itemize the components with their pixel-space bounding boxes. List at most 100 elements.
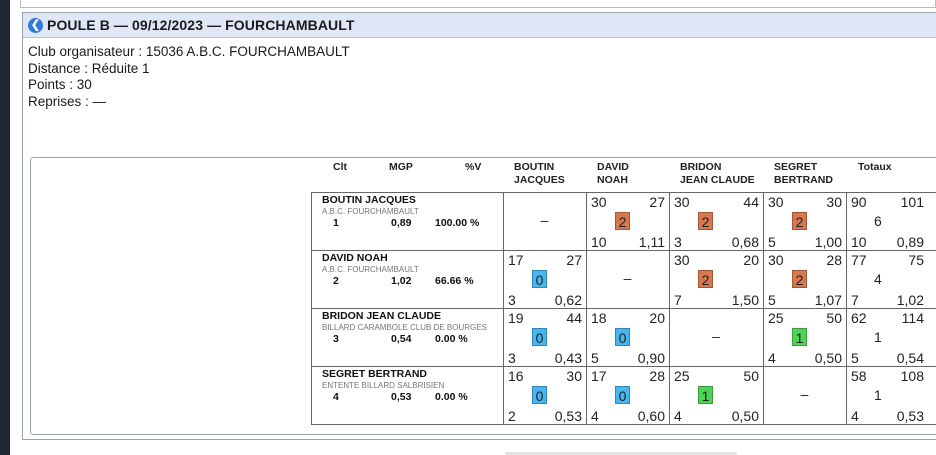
match-points: 30 — [768, 194, 784, 210]
match-points: 25 — [674, 368, 690, 384]
row-divider — [311, 250, 936, 251]
total-match-points: 1 — [874, 387, 882, 403]
match-caramboles: 27 — [649, 194, 665, 210]
match-reprises: 7 — [674, 292, 682, 308]
player-rank: 3 — [333, 333, 339, 345]
match-points: 16 — [508, 368, 524, 384]
panel-title: POULE B — 09/12/2023 — FOURCHAMBAULT — [47, 17, 355, 33]
match-moyenne: 1,50 — [731, 292, 759, 308]
col-header-opponent-4: SEGRET BERTRAND — [774, 161, 833, 186]
column-divider — [846, 192, 847, 425]
horizontal-scrollbar[interactable] — [505, 452, 737, 455]
match-moyenne: 1,00 — [814, 234, 842, 250]
match-reprises: 5 — [591, 350, 599, 366]
col-header-opponent-1: BOUTIN JACQUES — [514, 161, 565, 186]
player-row-label: DAVID NOAH A.B.C. FOURCHAMBAULT 2 1,02 66.66… — [311, 252, 503, 310]
match-reprises: 4 — [591, 408, 599, 424]
col-header-opponent-3: BRIDON JEAN CLAUDE — [680, 161, 755, 186]
total-moyenne: 0,89 — [896, 234, 924, 250]
match-moyenne: 0,60 — [637, 408, 665, 424]
match-reprises: 2 — [508, 408, 516, 424]
match-points: 30 — [768, 252, 784, 268]
match-score-badge: 1 — [792, 328, 807, 346]
match-points: 19 — [508, 310, 524, 326]
player-club: ENTENTE BILLARD SALBRISIEN — [322, 381, 445, 390]
total-reprises: 7 — [851, 292, 859, 308]
total-caramboles: 101 — [900, 194, 924, 210]
match-caramboles: 20 — [743, 252, 759, 268]
player-name: DAVID NOAH — [322, 252, 388, 264]
match-score-badge: 0 — [532, 270, 547, 288]
empty-match-cell: – — [669, 309, 763, 367]
match-caramboles: 50 — [826, 310, 842, 326]
total-points: 58 — [851, 368, 867, 384]
match-caramboles: 44 — [743, 194, 759, 210]
match-moyenne: 0,43 — [554, 350, 582, 366]
match-points: 30 — [591, 194, 607, 210]
match-cell: 17 27 0 3 0,62 — [503, 251, 586, 309]
match-cell: 25 50 1 4 0,50 — [763, 309, 846, 367]
match-reprises: 10 — [591, 234, 607, 250]
match-caramboles: 30 — [826, 194, 842, 210]
match-caramboles: 28 — [826, 252, 842, 268]
match-points: 25 — [768, 310, 784, 326]
match-score-badge: 2 — [792, 270, 807, 288]
row-divider — [311, 366, 936, 367]
player-win-pct: 100.00 % — [435, 217, 480, 229]
player-rank: 4 — [333, 391, 339, 403]
match-score-badge: 2 — [698, 270, 713, 288]
match-score-badge: 2 — [792, 212, 807, 230]
match-reprises: 5 — [768, 234, 776, 250]
distance: Distance : Réduite 1 — [28, 60, 150, 76]
match-cell: 16 30 0 2 0,53 — [503, 367, 586, 425]
match-moyenne: 0,90 — [637, 350, 665, 366]
empty-cell-dash: – — [800, 386, 809, 402]
total-points: 90 — [851, 194, 867, 210]
match-cell: 30 44 2 3 0,68 — [669, 193, 763, 251]
match-cell: 30 27 2 10 1,11 — [586, 193, 669, 251]
total-match-points: 4 — [874, 271, 882, 287]
competition-info: Club organisateur : 15036 A.B.C. FOURCHA… — [28, 44, 350, 110]
player-rank: 1 — [333, 217, 339, 229]
club-organisateur: Club organisateur : 15036 A.B.C. FOURCHA… — [28, 44, 350, 59]
row-divider — [311, 308, 936, 309]
match-reprises: 3 — [508, 292, 516, 308]
player-name: BOUTIN JACQUES — [322, 194, 416, 206]
total-match-points: 1 — [874, 329, 882, 345]
panel-header: ❮ POULE B — 09/12/2023 — FOURCHAMBAULT — [23, 13, 936, 38]
match-cell: 25 50 1 4 0,50 — [669, 367, 763, 425]
player-win-pct: 66.66 % — [435, 275, 474, 287]
player-row-label: BOUTIN JACQUES A.B.C. FOURCHAMBAULT 1 0,89 1… — [311, 194, 503, 252]
match-score-badge: 1 — [698, 386, 713, 404]
match-cell: 18 20 0 5 0,90 — [586, 309, 669, 367]
total-moyenne: 0,54 — [896, 350, 924, 366]
totals-cell: 90 101 6 10 0,89 — [846, 193, 936, 251]
match-reprises: 4 — [674, 408, 682, 424]
left-edge-strip — [0, 0, 10, 455]
total-reprises: 4 — [851, 408, 859, 424]
total-points: 62 — [851, 310, 867, 326]
match-points: 30 — [674, 194, 690, 210]
col-header-mgp: MGP — [389, 161, 413, 173]
total-caramboles: 108 — [900, 368, 924, 384]
totals-cell: 62 114 1 5 0,54 — [846, 309, 936, 367]
match-moyenne: 0,50 — [731, 408, 759, 424]
col-header-totaux: Totaux — [858, 161, 892, 173]
match-caramboles: 44 — [566, 310, 582, 326]
match-points: 18 — [591, 310, 607, 326]
col-header-opponent-2: DAVID NOAH — [597, 161, 629, 186]
match-score-badge: 0 — [615, 386, 630, 404]
arrow-left-circle-icon[interactable]: ❮ — [28, 17, 43, 33]
match-reprises: 4 — [768, 350, 776, 366]
match-cell: 19 44 0 3 0,43 — [503, 309, 586, 367]
total-moyenne: 0,53 — [896, 408, 924, 424]
match-cell: 30 20 2 7 1,50 — [669, 251, 763, 309]
total-match-points: 6 — [874, 213, 882, 229]
player-row-label: BRIDON JEAN CLAUDE BILLARD CARAMBOLE CLUB… — [311, 310, 503, 368]
totals-cell: 58 108 1 4 0,53 — [846, 367, 936, 425]
total-caramboles: 114 — [901, 310, 924, 326]
empty-match-cell: – — [586, 251, 669, 309]
column-divider — [503, 192, 504, 425]
player-row-label: SEGRET BERTRAND ENTENTE BILLARD SALBRISIE… — [311, 368, 503, 426]
player-mgp: 1,02 — [391, 275, 412, 287]
